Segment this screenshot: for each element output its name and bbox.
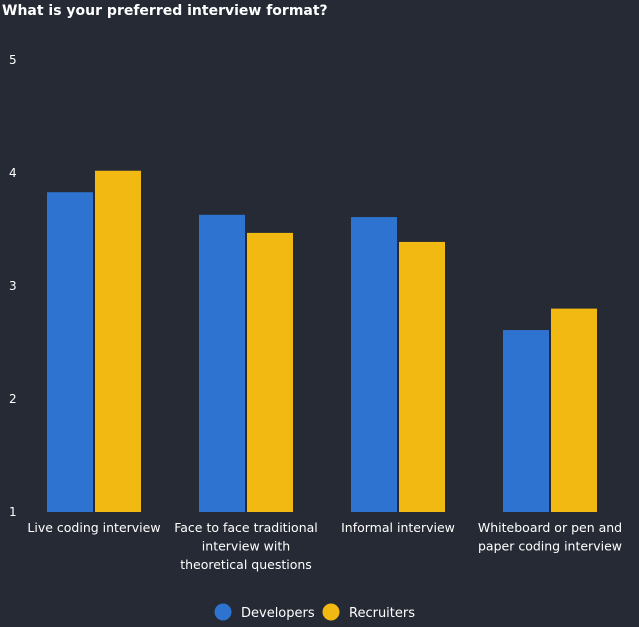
- legend-label-developers[interactable]: Developers: [241, 606, 315, 621]
- chart-title: What is your preferred interview format?: [2, 3, 328, 19]
- bar-recruiters-0: [95, 170, 141, 513]
- x-axis: Live coding interview Face to face tradit…: [27, 520, 622, 572]
- y-tick-label: 4: [9, 166, 17, 180]
- legend-swatch-developers: [214, 603, 232, 621]
- y-tick-label: 3: [9, 279, 17, 293]
- bar-developers-2: [351, 217, 397, 512]
- legend-label-recruiters[interactable]: Recruiters: [349, 606, 415, 621]
- y-tick-label: 5: [9, 53, 17, 67]
- bar-recruiters-1: [247, 232, 293, 512]
- y-tick-label: 1: [9, 505, 17, 519]
- x-tick-label: Live coding interview: [27, 520, 160, 535]
- x-tick-label: Whiteboard or pen and paper coding interv…: [478, 520, 622, 554]
- x-tick-label: Informal interview: [341, 520, 455, 535]
- legend: Developers Recruiters: [214, 603, 415, 621]
- bar-recruiters-2: [399, 241, 445, 512]
- x-tick-label: Face to face traditional interview with th…: [174, 520, 318, 572]
- bar-developers-3: [503, 330, 549, 512]
- bar-developers-1: [199, 214, 245, 512]
- legend-swatch-recruiters: [322, 603, 340, 621]
- bar-developers-0: [47, 192, 93, 512]
- y-axis: 1 2 3 4 5: [9, 53, 17, 519]
- y-tick-label: 2: [9, 392, 17, 406]
- bars: [47, 170, 597, 513]
- bar-recruiters-3: [551, 308, 597, 512]
